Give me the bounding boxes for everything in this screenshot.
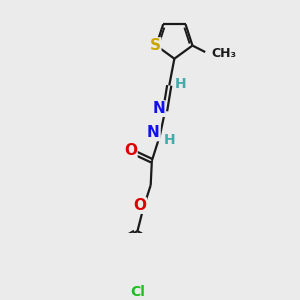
- Text: CH₃: CH₃: [212, 47, 237, 60]
- Text: O: O: [124, 143, 137, 158]
- Text: S: S: [150, 38, 160, 53]
- Text: O: O: [133, 198, 146, 213]
- Text: Cl: Cl: [130, 285, 145, 299]
- Text: N: N: [147, 125, 160, 140]
- Text: H: H: [164, 134, 176, 147]
- Text: N: N: [152, 101, 165, 116]
- Text: H: H: [175, 76, 186, 91]
